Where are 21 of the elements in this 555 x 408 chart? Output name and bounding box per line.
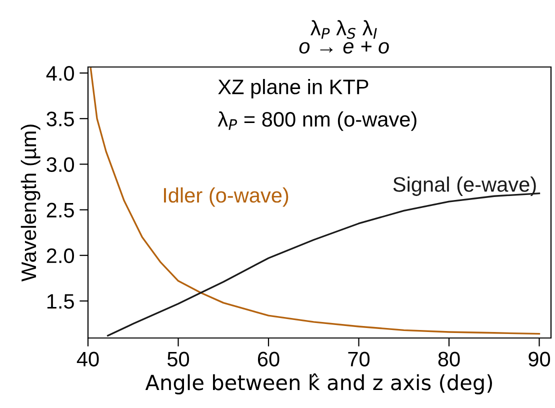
line-series	[90, 68, 540, 335]
y-axis-title: Wavelength (µm)	[20, 124, 40, 282]
y-tick-label: 1.5	[47, 294, 74, 309]
x-tick-label: 40	[76, 352, 99, 366]
series-label: Idler (o-wave)	[164, 187, 288, 207]
y-tick-label: 3.5	[46, 112, 74, 126]
x-tick-label: 70	[348, 352, 370, 366]
y-tick-label: 4.0	[46, 66, 74, 81]
x-tick-label: 90	[528, 352, 550, 366]
text: o → e + o	[299, 41, 389, 54]
series-label: Signal (e-wave)	[393, 176, 536, 196]
x-tick-label: 80	[438, 352, 460, 366]
y-tick-label: 3.0	[46, 157, 74, 172]
y-tick-label: 2.0	[46, 248, 74, 264]
x-tick-label: 60	[258, 352, 280, 366]
annotation: XZ plane in KTP	[218, 78, 368, 98]
text: λ$_{P}$ λ$_{S}$ λ$_{I}$	[310, 20, 377, 39]
annotation: λ$_{P}$ = 800 nm (o-wave)	[218, 111, 416, 131]
y-tick-label: 2.5	[46, 202, 74, 218]
x-tick-label: 50	[168, 352, 190, 366]
x-axis-title: Angle between k̂ and z axis (deg)	[145, 373, 492, 394]
